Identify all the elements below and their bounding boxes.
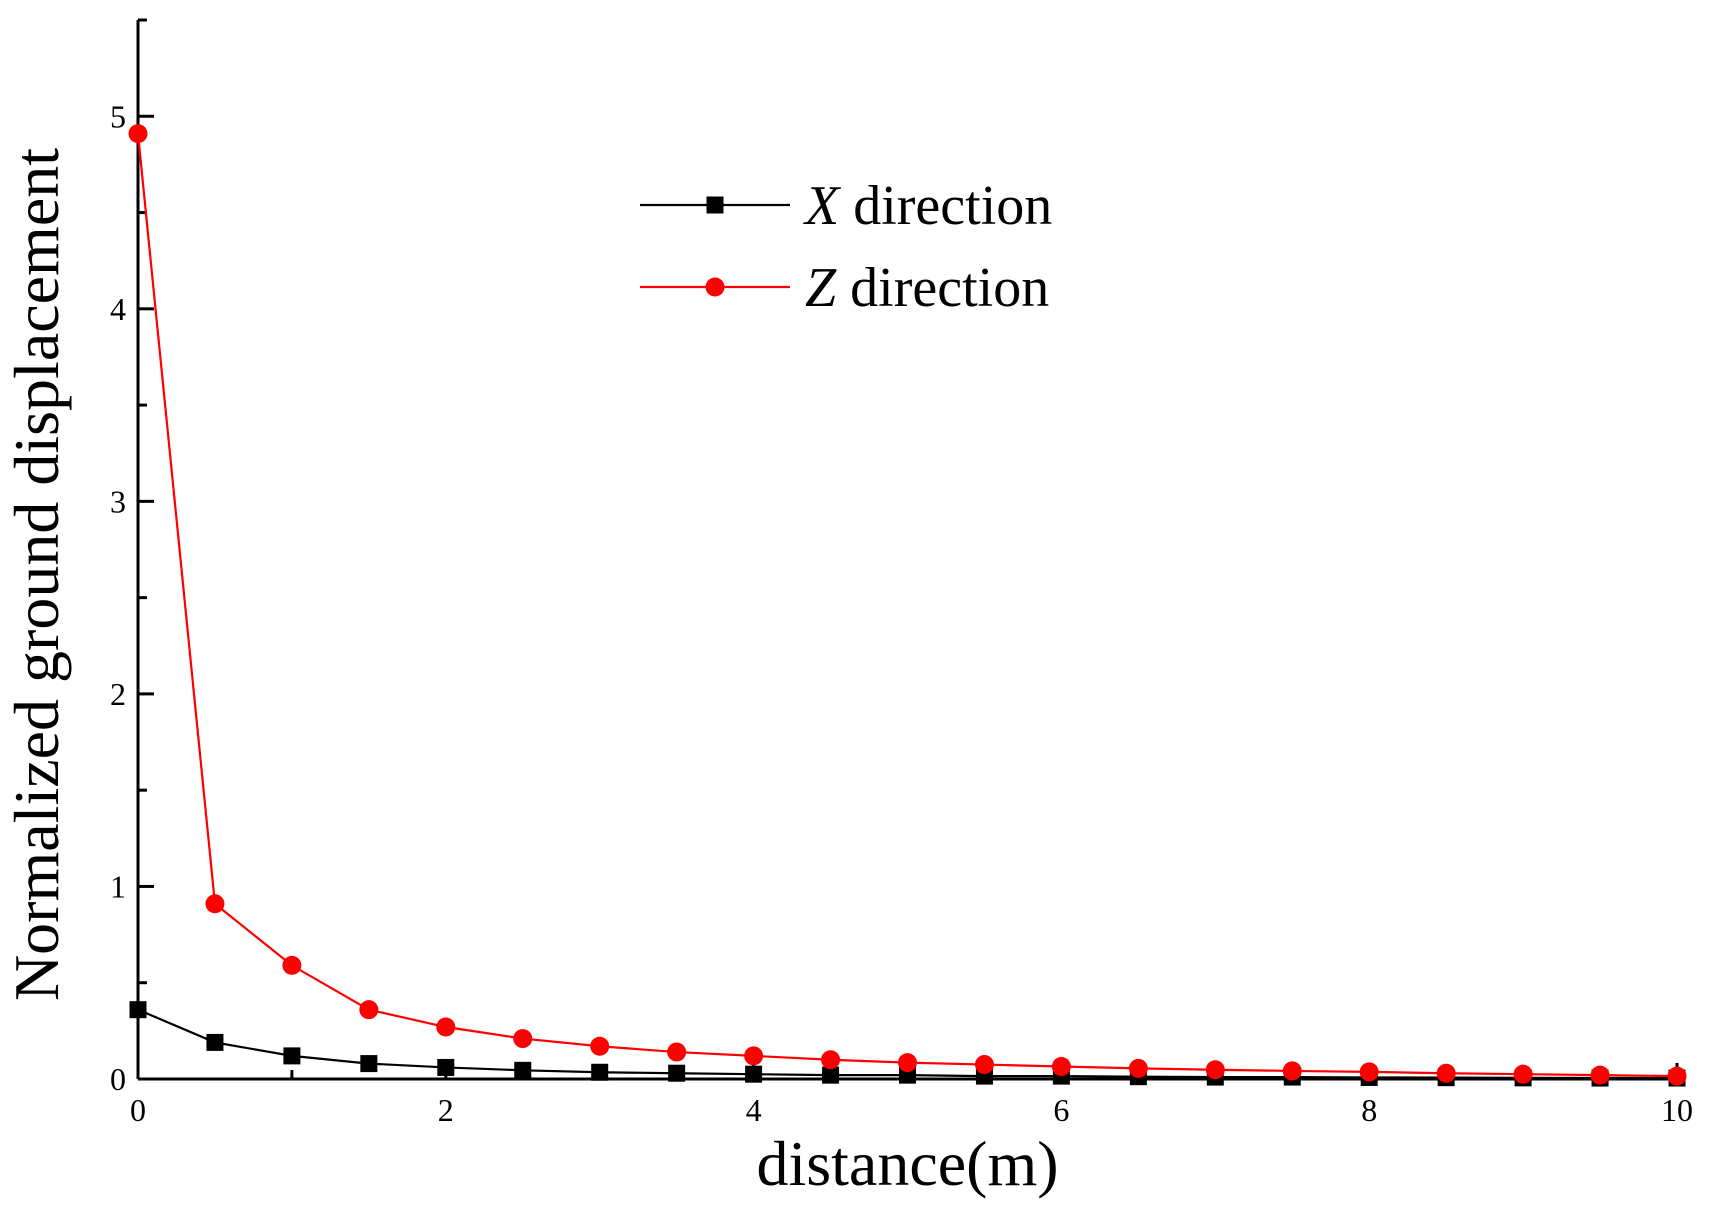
data-point	[1590, 1065, 1610, 1085]
y-tick-label: 1	[110, 868, 126, 904]
data-point	[898, 1053, 917, 1073]
data-point	[129, 1001, 147, 1019]
data-point	[1128, 1058, 1148, 1078]
data-point	[667, 1042, 687, 1062]
data-point	[360, 1055, 378, 1073]
series-z	[128, 124, 1687, 1086]
data-point	[206, 1033, 224, 1051]
data-point	[822, 1066, 840, 1084]
legend-marker	[705, 277, 725, 297]
legend-variable: Z	[805, 257, 837, 319]
data-point	[283, 1047, 301, 1065]
data-point	[745, 1065, 763, 1083]
legend-item-z: Z direction	[640, 257, 1049, 319]
x-tick-label: 4	[746, 1092, 762, 1128]
data-point	[359, 1000, 379, 1020]
data-point	[821, 1050, 841, 1070]
x-tick-label: 6	[1053, 1092, 1069, 1128]
data-point	[436, 1017, 456, 1037]
data-point	[1359, 1062, 1379, 1082]
y-tick-label: 4	[110, 291, 126, 327]
legend-marker	[706, 196, 724, 214]
y-tick-label: 3	[110, 483, 126, 519]
x-tick-label: 2	[438, 1092, 454, 1128]
y-tick-label: 5	[110, 98, 126, 134]
data-point	[744, 1046, 764, 1066]
y-axis-title: Normalized ground displacement	[1, 148, 72, 1001]
data-point	[514, 1061, 532, 1079]
legend-variable: X	[803, 175, 842, 237]
data-point	[282, 955, 302, 975]
data-point	[1051, 1056, 1071, 1076]
x-tick-label: 8	[1361, 1092, 1377, 1128]
x-tick-label: 10	[1661, 1092, 1693, 1128]
data-point	[513, 1029, 533, 1049]
data-point	[205, 894, 225, 914]
x-tick-label: 0	[130, 1092, 146, 1128]
data-point	[1513, 1064, 1533, 1084]
legend-label: X direction	[803, 175, 1052, 237]
data-point	[668, 1064, 686, 1082]
data-point	[1436, 1063, 1456, 1083]
data-point	[1282, 1061, 1302, 1081]
data-point	[591, 1063, 609, 1081]
legend-suffix: direction	[839, 175, 1052, 237]
data-point	[1667, 1066, 1687, 1086]
series-layer	[128, 124, 1687, 1087]
data-point	[590, 1036, 610, 1056]
data-point	[437, 1058, 455, 1076]
legend-label: Z direction	[805, 257, 1049, 319]
y-tick-label: 2	[110, 676, 126, 712]
data-point	[1205, 1060, 1225, 1080]
y-tick-label: 0	[110, 1061, 126, 1097]
legend-suffix: direction	[836, 257, 1049, 319]
data-point	[128, 124, 148, 144]
legend-item-x: X direction	[640, 175, 1052, 237]
x-axis-title: distance(m)	[756, 1128, 1058, 1199]
data-point	[974, 1055, 994, 1075]
